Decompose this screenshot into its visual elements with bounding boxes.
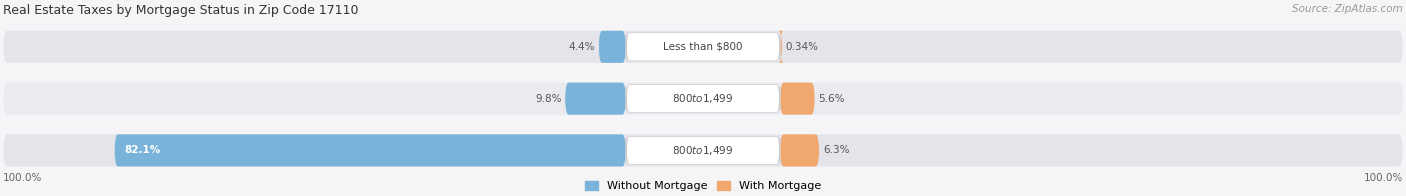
Text: 4.4%: 4.4%	[568, 42, 595, 52]
FancyBboxPatch shape	[114, 134, 626, 166]
FancyBboxPatch shape	[3, 134, 1403, 166]
Legend: Without Mortgage, With Mortgage: Without Mortgage, With Mortgage	[581, 177, 825, 196]
Text: Less than $800: Less than $800	[664, 42, 742, 52]
Text: Real Estate Taxes by Mortgage Status in Zip Code 17110: Real Estate Taxes by Mortgage Status in …	[3, 4, 359, 17]
FancyBboxPatch shape	[780, 83, 815, 115]
Text: 9.8%: 9.8%	[534, 94, 561, 104]
Text: $800 to $1,499: $800 to $1,499	[672, 144, 734, 157]
Text: 82.1%: 82.1%	[125, 145, 162, 155]
Text: 100.0%: 100.0%	[1364, 172, 1403, 182]
FancyBboxPatch shape	[780, 134, 820, 166]
Text: $800 to $1,499: $800 to $1,499	[672, 92, 734, 105]
FancyBboxPatch shape	[626, 136, 780, 164]
Text: 100.0%: 100.0%	[3, 172, 42, 182]
Text: 6.3%: 6.3%	[823, 145, 849, 155]
FancyBboxPatch shape	[779, 31, 783, 63]
FancyBboxPatch shape	[626, 33, 780, 61]
FancyBboxPatch shape	[626, 85, 780, 113]
Text: Source: ZipAtlas.com: Source: ZipAtlas.com	[1292, 4, 1403, 14]
Text: 5.6%: 5.6%	[818, 94, 845, 104]
FancyBboxPatch shape	[3, 83, 1403, 115]
Text: 0.34%: 0.34%	[786, 42, 818, 52]
FancyBboxPatch shape	[3, 31, 1403, 63]
FancyBboxPatch shape	[599, 31, 626, 63]
FancyBboxPatch shape	[565, 83, 626, 115]
